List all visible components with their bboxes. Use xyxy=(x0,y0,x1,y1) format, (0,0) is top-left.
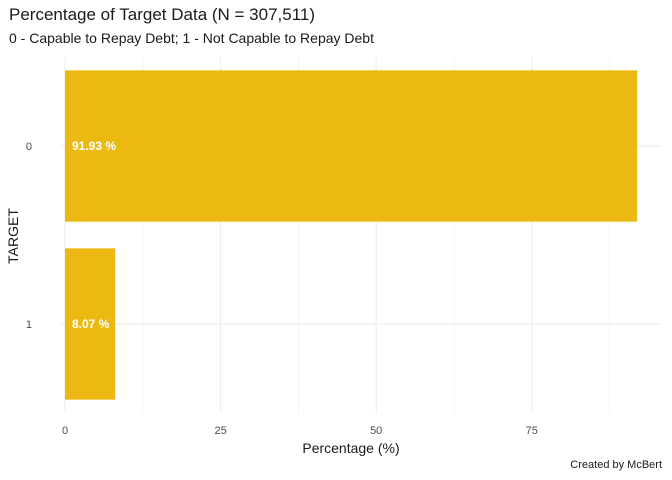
x-tick-label: 50 xyxy=(370,425,382,437)
x-tick-label: 25 xyxy=(214,425,226,437)
bar-data-label: 91.93 % xyxy=(72,139,116,153)
chart-title: Percentage of Target Data (N = 307,511) xyxy=(9,5,316,24)
bars: 91.93 % 8.07 % xyxy=(65,70,638,400)
chart-caption: Created by McBert xyxy=(570,459,662,471)
x-tick-label: 75 xyxy=(526,425,538,437)
x-axis-title: Percentage (%) xyxy=(302,440,399,456)
bar-0 xyxy=(65,70,638,222)
x-axis-ticks: 0 25 50 75 xyxy=(62,425,538,437)
bar-1 xyxy=(65,248,116,400)
y-tick-label: 0 xyxy=(26,141,32,153)
chart-subtitle: 0 - Capable to Repay Debt; 1 - Not Capab… xyxy=(9,30,374,46)
y-axis-ticks: 01 xyxy=(26,141,32,331)
y-axis-title: TARGET xyxy=(5,208,21,264)
y-tick-label: 1 xyxy=(26,319,32,331)
bar-data-label: 8.07 % xyxy=(72,317,110,331)
x-tick-label: 0 xyxy=(62,425,68,437)
